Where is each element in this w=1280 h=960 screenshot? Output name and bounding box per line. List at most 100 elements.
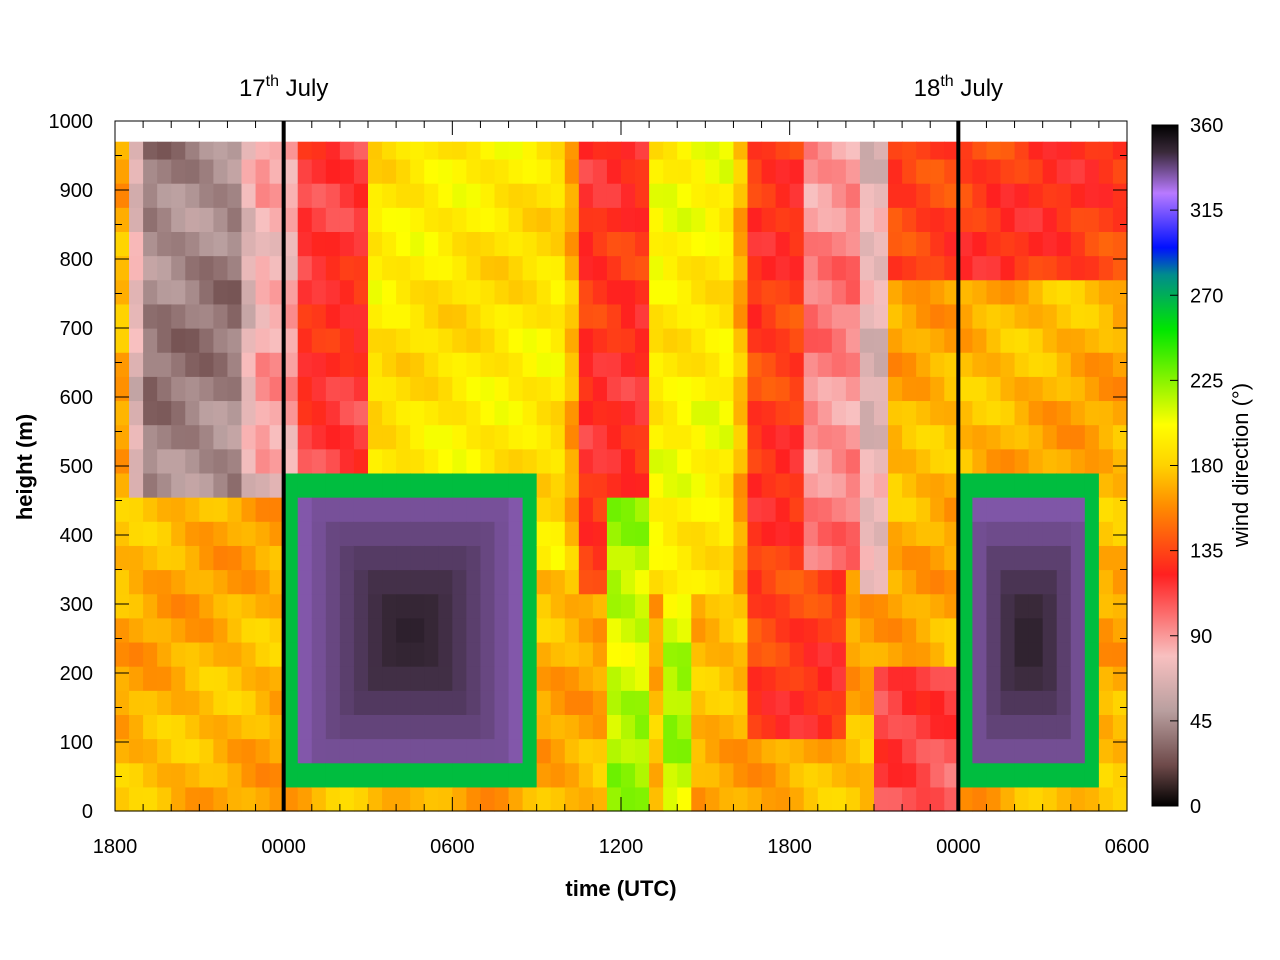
heatmap-cell — [410, 424, 425, 450]
heatmap-cell — [1028, 207, 1044, 232]
heatmap-cell — [747, 666, 763, 691]
heatmap-cell — [944, 231, 959, 257]
heatmap-cell — [438, 303, 453, 329]
heatmap-cell — [1084, 714, 1100, 740]
heatmap-cell — [789, 424, 805, 450]
heatmap-cell — [761, 569, 777, 595]
heatmap-cell — [1056, 593, 1072, 619]
heatmap-cell — [691, 279, 706, 305]
heatmap-cell — [297, 472, 313, 498]
heatmap-cell — [480, 376, 496, 402]
heatmap-cell — [902, 279, 917, 305]
heatmap-cell — [635, 376, 650, 402]
heatmap-cell — [677, 690, 692, 715]
heatmap-cell — [227, 255, 243, 281]
heatmap-cell — [592, 641, 608, 667]
heatmap-cell — [353, 424, 369, 450]
heatmap-cell — [874, 497, 889, 522]
heatmap-cell — [705, 279, 720, 305]
heatmap-cell — [480, 352, 496, 377]
heatmap-cell — [859, 569, 875, 595]
heatmap-cell — [297, 328, 313, 353]
heatmap-cell — [1000, 255, 1016, 281]
heatmap-cell — [466, 617, 482, 643]
heatmap-cell — [325, 617, 341, 643]
heatmap-cell — [213, 472, 229, 498]
heatmap-cell — [157, 231, 172, 257]
heatmap-cell — [1070, 690, 1086, 715]
heatmap-cell — [368, 641, 383, 667]
heatmap-cell — [297, 641, 313, 667]
heatmap-cell — [902, 400, 917, 426]
heatmap-cell — [803, 303, 819, 329]
heatmap-cell — [466, 158, 482, 184]
heatmap-cell — [508, 690, 524, 715]
heatmap-cell — [747, 158, 763, 184]
heatmap-cell — [157, 376, 172, 402]
heatmap-cell — [396, 617, 411, 643]
heatmap-cell — [1084, 158, 1100, 184]
heatmap-cell — [705, 376, 720, 402]
heatmap-cell — [410, 617, 425, 643]
heatmap-cell — [986, 400, 1002, 426]
heatmap-cell — [185, 690, 200, 715]
heatmap-cell — [606, 279, 622, 305]
heatmap-cell — [1042, 376, 1058, 402]
heatmap-cell — [1028, 424, 1044, 450]
heatmap-cell — [241, 158, 257, 184]
heatmap-cell — [578, 472, 594, 498]
heatmap-cell — [185, 328, 200, 353]
heatmap-cell — [452, 376, 467, 402]
heatmap-cell — [874, 141, 889, 160]
heatmap-cell — [972, 545, 988, 571]
heatmap-cell — [564, 303, 580, 329]
heatmap-cell — [958, 141, 973, 160]
heatmap-cell — [438, 448, 453, 474]
heatmap-cell — [213, 424, 229, 450]
heatmap-cell — [789, 328, 805, 353]
heatmap-cell — [353, 690, 369, 715]
heatmap-cell — [283, 521, 299, 546]
heatmap-cell — [171, 352, 186, 377]
heatmap-cell — [606, 690, 622, 715]
heatmap-cell — [775, 231, 791, 257]
heatmap-cell — [143, 738, 158, 764]
heatmap-cell — [283, 303, 299, 329]
heatmap-cell — [1084, 641, 1100, 667]
heatmap-cell — [129, 376, 144, 402]
heatmap-cell — [396, 569, 411, 595]
heatmap-cell — [578, 400, 594, 426]
heatmap-cell — [269, 183, 285, 208]
heatmap-cell — [845, 376, 861, 402]
heatmap-cell — [1000, 521, 1016, 546]
heatmap-cell — [606, 231, 622, 257]
heatmap-cell — [789, 690, 805, 715]
heatmap-cell — [930, 617, 945, 643]
heatmap-cell — [888, 424, 903, 450]
heatmap-cell — [972, 762, 988, 788]
heatmap-cell — [466, 497, 482, 522]
heatmap-cell — [1042, 400, 1058, 426]
heatmap-cell — [1056, 424, 1072, 450]
heatmap-cell — [691, 690, 706, 715]
heatmap-cell — [1084, 303, 1100, 329]
heatmap-cell — [1042, 231, 1058, 257]
heatmap-cell — [199, 376, 214, 402]
heatmap-cell — [353, 617, 369, 643]
heatmap-cell — [817, 352, 833, 377]
heatmap-cell — [452, 207, 467, 232]
heatmap-cell — [283, 231, 299, 257]
heatmap-cell — [1084, 376, 1100, 402]
heatmap-cell — [143, 762, 158, 788]
heatmap-cell — [845, 448, 861, 474]
heatmap-cell — [944, 158, 959, 184]
heatmap-cell — [944, 786, 959, 812]
heatmap-cell — [859, 545, 875, 571]
heatmap-cell — [564, 448, 580, 474]
heatmap-cell — [115, 141, 130, 160]
heatmap-cell — [859, 279, 875, 305]
heatmap-cell — [916, 641, 931, 667]
heatmap-cell — [297, 617, 313, 643]
heatmap-cell — [410, 762, 425, 788]
heatmap-cell — [143, 352, 158, 377]
